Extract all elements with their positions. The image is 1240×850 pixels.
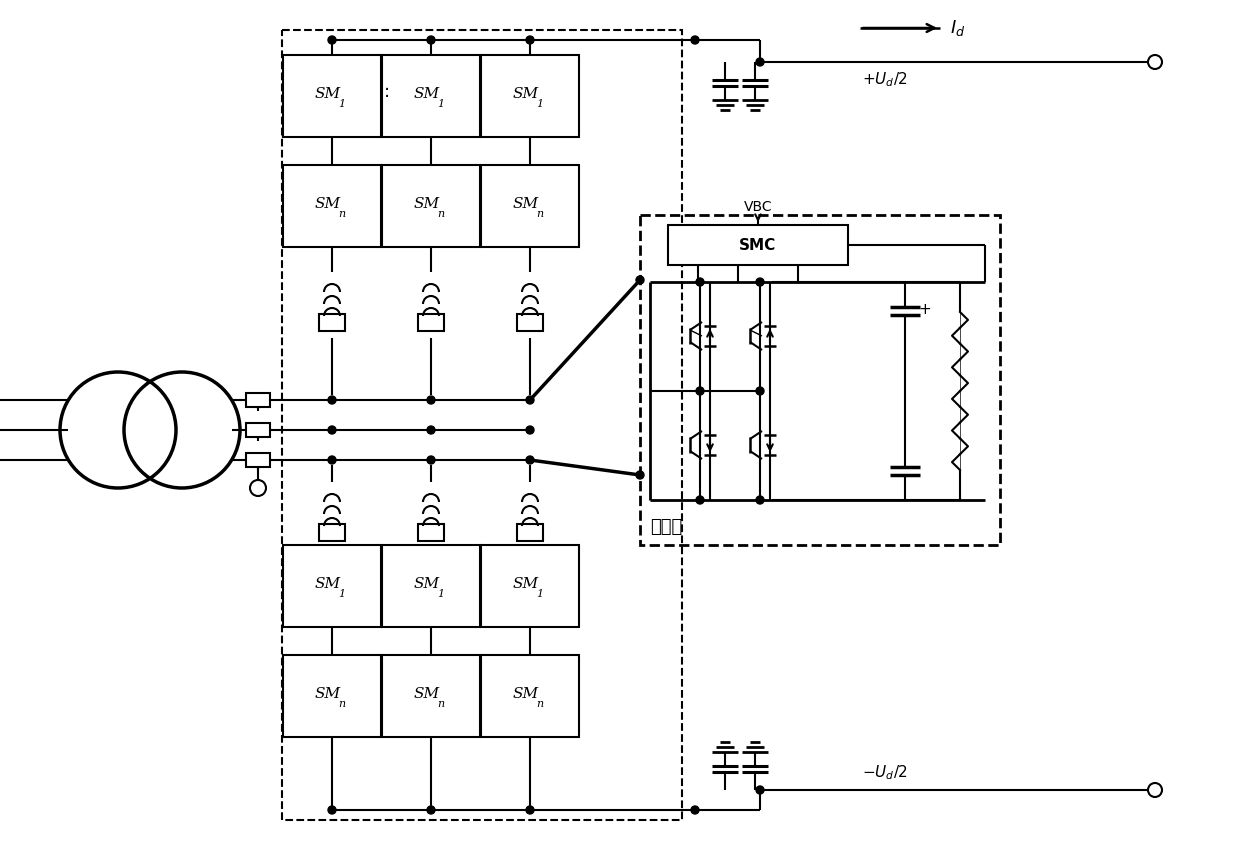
Bar <box>382 55 480 137</box>
Text: SM: SM <box>414 87 440 101</box>
Text: $-U_d/2$: $-U_d/2$ <box>862 763 908 782</box>
Circle shape <box>427 426 435 434</box>
Bar <box>382 545 480 627</box>
Bar <box>246 453 270 467</box>
Circle shape <box>756 278 764 286</box>
Circle shape <box>526 396 534 404</box>
Circle shape <box>696 387 704 395</box>
Text: n: n <box>339 209 346 219</box>
Text: SM: SM <box>315 577 341 591</box>
Text: SM: SM <box>414 687 440 701</box>
Circle shape <box>756 387 764 395</box>
Text: 1: 1 <box>438 589 445 599</box>
Text: n: n <box>339 699 346 709</box>
Text: +: + <box>919 303 931 318</box>
Bar <box>481 655 579 737</box>
Circle shape <box>636 471 644 479</box>
Bar <box>283 655 381 737</box>
Text: VBC: VBC <box>744 200 773 214</box>
Text: $I_d$: $I_d$ <box>950 18 966 38</box>
Bar <box>382 165 480 247</box>
Text: n: n <box>537 209 543 219</box>
Circle shape <box>756 786 764 794</box>
Text: 1: 1 <box>339 589 346 599</box>
Text: SM: SM <box>513 687 539 701</box>
Text: SM: SM <box>315 687 341 701</box>
Text: 1: 1 <box>438 99 445 109</box>
Circle shape <box>1148 783 1162 797</box>
Text: 1: 1 <box>537 589 543 599</box>
Text: SM: SM <box>414 577 440 591</box>
Text: SM: SM <box>414 197 440 211</box>
Circle shape <box>526 456 534 464</box>
Bar <box>246 393 270 407</box>
Circle shape <box>526 426 534 434</box>
Text: SM: SM <box>513 197 539 211</box>
Circle shape <box>756 496 764 504</box>
Bar <box>283 545 381 627</box>
Bar <box>481 545 579 627</box>
Circle shape <box>691 36 699 44</box>
Text: SM: SM <box>315 197 341 211</box>
Circle shape <box>1148 55 1162 69</box>
Text: SM: SM <box>513 577 539 591</box>
Circle shape <box>696 496 704 504</box>
Circle shape <box>250 480 267 496</box>
Text: 1: 1 <box>339 99 346 109</box>
Bar <box>319 524 345 541</box>
Text: n: n <box>537 699 543 709</box>
Bar <box>668 225 848 265</box>
Circle shape <box>427 456 435 464</box>
Text: n: n <box>438 699 445 709</box>
Text: SM: SM <box>315 87 341 101</box>
Circle shape <box>636 276 644 284</box>
Circle shape <box>427 396 435 404</box>
Text: 1: 1 <box>537 99 543 109</box>
Circle shape <box>427 806 435 814</box>
Circle shape <box>691 806 699 814</box>
Circle shape <box>329 36 336 44</box>
Bar <box>517 314 543 331</box>
Bar <box>246 423 270 437</box>
Circle shape <box>696 278 704 286</box>
Circle shape <box>329 456 336 464</box>
Text: :: : <box>384 83 391 101</box>
Circle shape <box>427 36 435 44</box>
Bar <box>481 165 579 247</box>
Text: $+U_d/2$: $+U_d/2$ <box>862 71 908 89</box>
Bar <box>382 655 480 737</box>
Bar <box>283 55 381 137</box>
Circle shape <box>526 36 534 44</box>
Bar <box>517 524 543 541</box>
Bar <box>281 30 682 820</box>
Circle shape <box>526 806 534 814</box>
Bar <box>418 314 444 331</box>
Circle shape <box>329 426 336 434</box>
Text: 子模块: 子模块 <box>650 518 682 536</box>
Bar <box>418 524 444 541</box>
Text: SM: SM <box>513 87 539 101</box>
Text: n: n <box>438 209 445 219</box>
Circle shape <box>329 806 336 814</box>
Bar <box>481 55 579 137</box>
Circle shape <box>756 58 764 66</box>
Text: SMC: SMC <box>739 237 776 252</box>
Bar <box>640 215 999 545</box>
Bar <box>283 165 381 247</box>
Circle shape <box>329 396 336 404</box>
Bar <box>319 314 345 331</box>
Bar <box>140 372 160 488</box>
